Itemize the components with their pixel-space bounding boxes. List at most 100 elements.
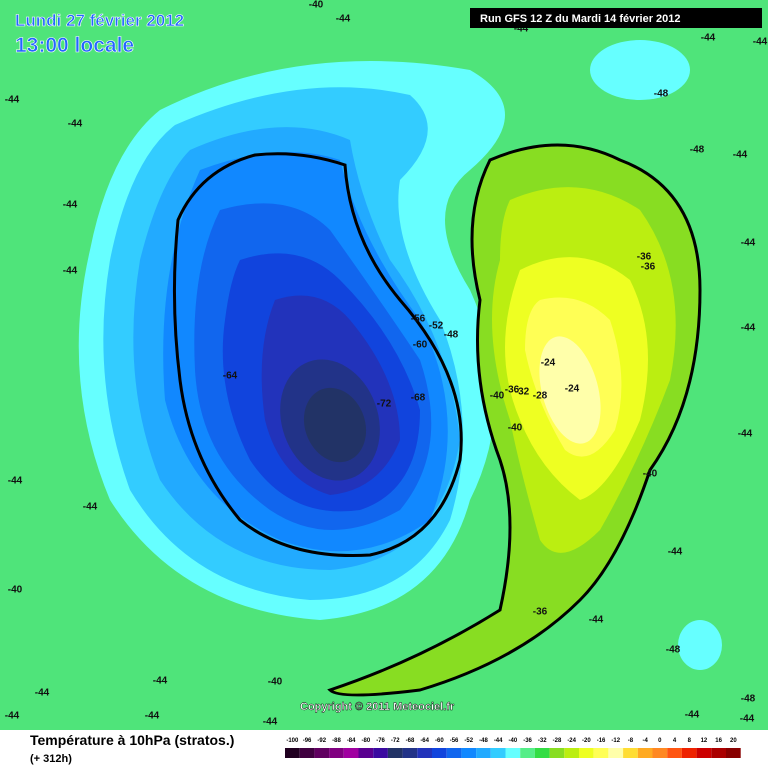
legend-tick: -80	[362, 738, 371, 744]
copyright: Copyright © 2011 Meteociel.fr	[300, 701, 455, 713]
legend-swatch	[726, 748, 741, 758]
contour-label: -48	[654, 89, 669, 100]
legend-swatch	[285, 748, 300, 758]
contour-label: -44	[63, 266, 78, 277]
legend: -100 -96 -92 -88 -84 -80 -76 -72 -68 -64 -60 -56 -52…	[285, 738, 741, 758]
contour-label: -68	[411, 393, 426, 404]
legend-swatch	[402, 748, 418, 758]
contour-label: -44	[701, 33, 716, 44]
legend-swatch	[505, 748, 521, 758]
legend-swatch	[358, 748, 374, 758]
legend-tick: -8	[628, 738, 634, 744]
legend-swatch	[652, 748, 668, 758]
contour-label: -24	[541, 358, 556, 369]
legend-tick: 4	[673, 738, 677, 744]
legend-swatch	[461, 748, 477, 758]
contour-label: -36	[533, 607, 548, 618]
contour-label: -48	[444, 330, 459, 341]
legend-tick: -24	[567, 738, 576, 744]
legend-tick: -52	[464, 738, 473, 744]
legend-tick: 12	[701, 738, 708, 744]
contour-label: -56	[411, 314, 426, 325]
run-info: Run GFS 12 Z du Mardi 14 février 2012	[480, 13, 681, 25]
legend-tick: -36	[523, 738, 532, 744]
legend-tick: -84	[347, 738, 356, 744]
legend-tick: -40	[509, 738, 518, 744]
legend-swatch	[534, 748, 550, 758]
legend-swatch	[343, 748, 359, 758]
run-box	[470, 8, 762, 28]
legend-tick: 8	[688, 738, 692, 744]
legend-tick: -56	[450, 738, 459, 744]
contour-label: -40	[490, 391, 505, 402]
legend-tick: -68	[406, 738, 415, 744]
cold-patch	[678, 620, 722, 670]
valid-date: Lundi 27 février 2012	[15, 11, 184, 30]
legend-tick: -96	[303, 738, 312, 744]
legend-tick: -12	[611, 738, 620, 744]
legend-tick: 20	[730, 738, 737, 744]
polar-vortex	[78, 61, 505, 620]
legend-tick: -16	[597, 738, 606, 744]
legend-tick: -88	[332, 738, 341, 744]
contour-label: -36	[505, 385, 520, 396]
contour-label: -44	[83, 502, 98, 513]
legend-swatch	[667, 748, 682, 758]
footer-subtitle: (+ 312h)	[30, 753, 72, 765]
legend-swatch	[476, 748, 491, 758]
legend-swatch	[417, 748, 432, 758]
contour-label: -44	[145, 711, 160, 722]
legend-tick: -28	[553, 738, 562, 744]
legend-swatch	[387, 748, 403, 758]
contour-label: -40	[268, 677, 283, 688]
contour-label: -44	[514, 24, 529, 35]
contour-label: -44	[738, 429, 753, 440]
legend-tick: -64	[420, 738, 429, 744]
legend-swatch	[446, 748, 462, 758]
legend-tick: -44	[494, 738, 503, 744]
contour-label: -44	[741, 323, 756, 334]
contour-label: -72	[377, 399, 392, 410]
contour-label: -44	[63, 200, 78, 211]
contour-label: -40	[643, 469, 658, 480]
contour-label: -40	[309, 0, 324, 11]
legend-swatch	[637, 748, 653, 758]
contour-label: -44	[733, 150, 748, 161]
contour-labels: -40 -44 -44 -44 -44 -44 -44 -48 -48 -44 -44 -44 -44 -…	[5, 0, 768, 728]
legend-swatch	[549, 748, 565, 758]
contour-label: -52	[429, 321, 444, 332]
legend-tick: -48	[479, 738, 488, 744]
legend-swatch	[520, 748, 535, 758]
contour-label: -44	[740, 714, 755, 725]
legend-swatch	[681, 748, 697, 758]
contour-label: -24	[565, 384, 580, 395]
contour-label: -40	[8, 585, 23, 596]
legend-tick: -72	[391, 738, 400, 744]
legend-tick: -92	[317, 738, 326, 744]
contour-label: -64	[223, 371, 238, 382]
legend-swatch	[711, 748, 726, 758]
contour-label: -36	[641, 262, 656, 273]
warm-area	[327, 143, 702, 697]
contour-label: -48	[741, 694, 756, 705]
legend-tick: 16	[715, 738, 722, 744]
contour-label: -44	[153, 676, 168, 687]
legend-swatch	[373, 748, 388, 758]
contour-label: -44	[5, 711, 20, 722]
legend-swatch	[432, 748, 447, 758]
local-time: 13:00 locale	[15, 34, 134, 57]
legend-tick: 0	[658, 738, 662, 744]
legend-swatch	[299, 748, 315, 758]
contour-label: -44	[5, 95, 20, 106]
legend-swatch	[696, 748, 712, 758]
legend-swatch	[314, 748, 330, 758]
legend-tick: -4	[642, 738, 648, 744]
contour-label: -44	[589, 615, 604, 626]
legend-tick: -32	[538, 738, 547, 744]
contour-label: -44	[685, 710, 700, 721]
legend-swatch	[329, 748, 344, 758]
contour-label: -60	[413, 340, 428, 351]
footer-title: Température à 10hPa (stratos.)	[30, 732, 234, 748]
contour-label: -48	[690, 145, 705, 156]
contour-label: -44	[668, 547, 683, 558]
